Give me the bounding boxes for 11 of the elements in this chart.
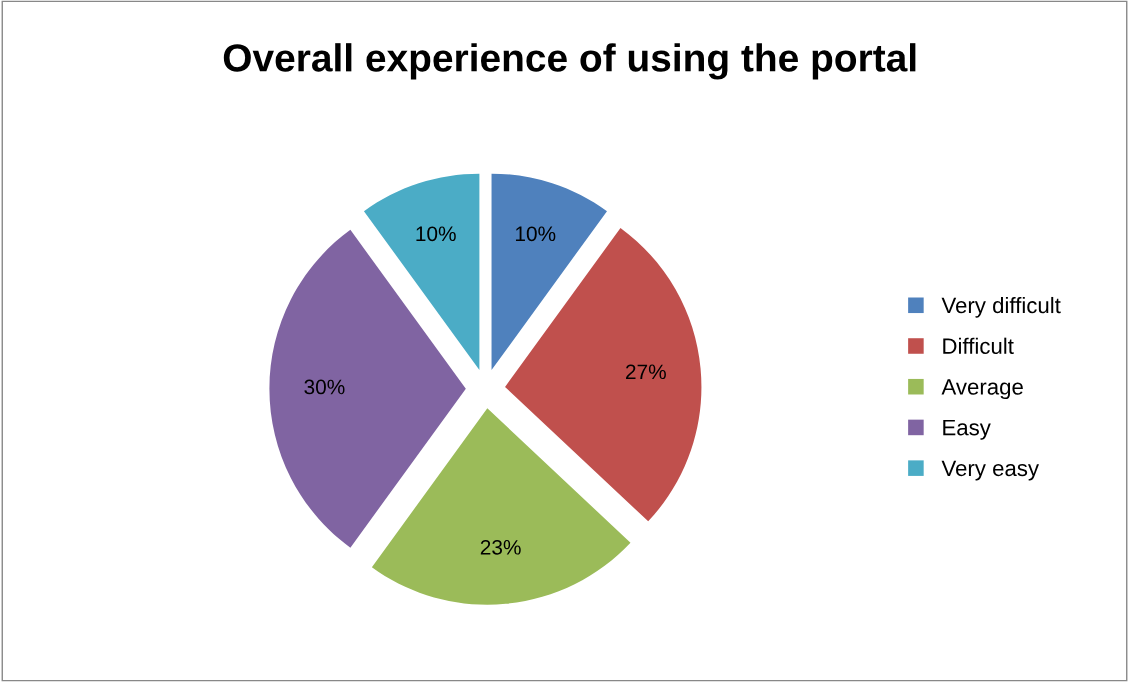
data-label: 27% [626, 364, 666, 380]
data-label: 10% [416, 226, 456, 242]
data-label: 10% [515, 226, 556, 242]
legend-label: Difficult [943, 337, 1014, 354]
legend-label: Average [941, 379, 1023, 400]
data-label: 23% [480, 539, 521, 555]
data-label: 30% [304, 379, 345, 395]
legend-label: Very difficult [941, 296, 1061, 318]
legend-label: Easy [943, 419, 991, 440]
legend-label: Very easy [941, 460, 1039, 481]
chart-title: Overall experience of using the portal [223, 43, 916, 80]
